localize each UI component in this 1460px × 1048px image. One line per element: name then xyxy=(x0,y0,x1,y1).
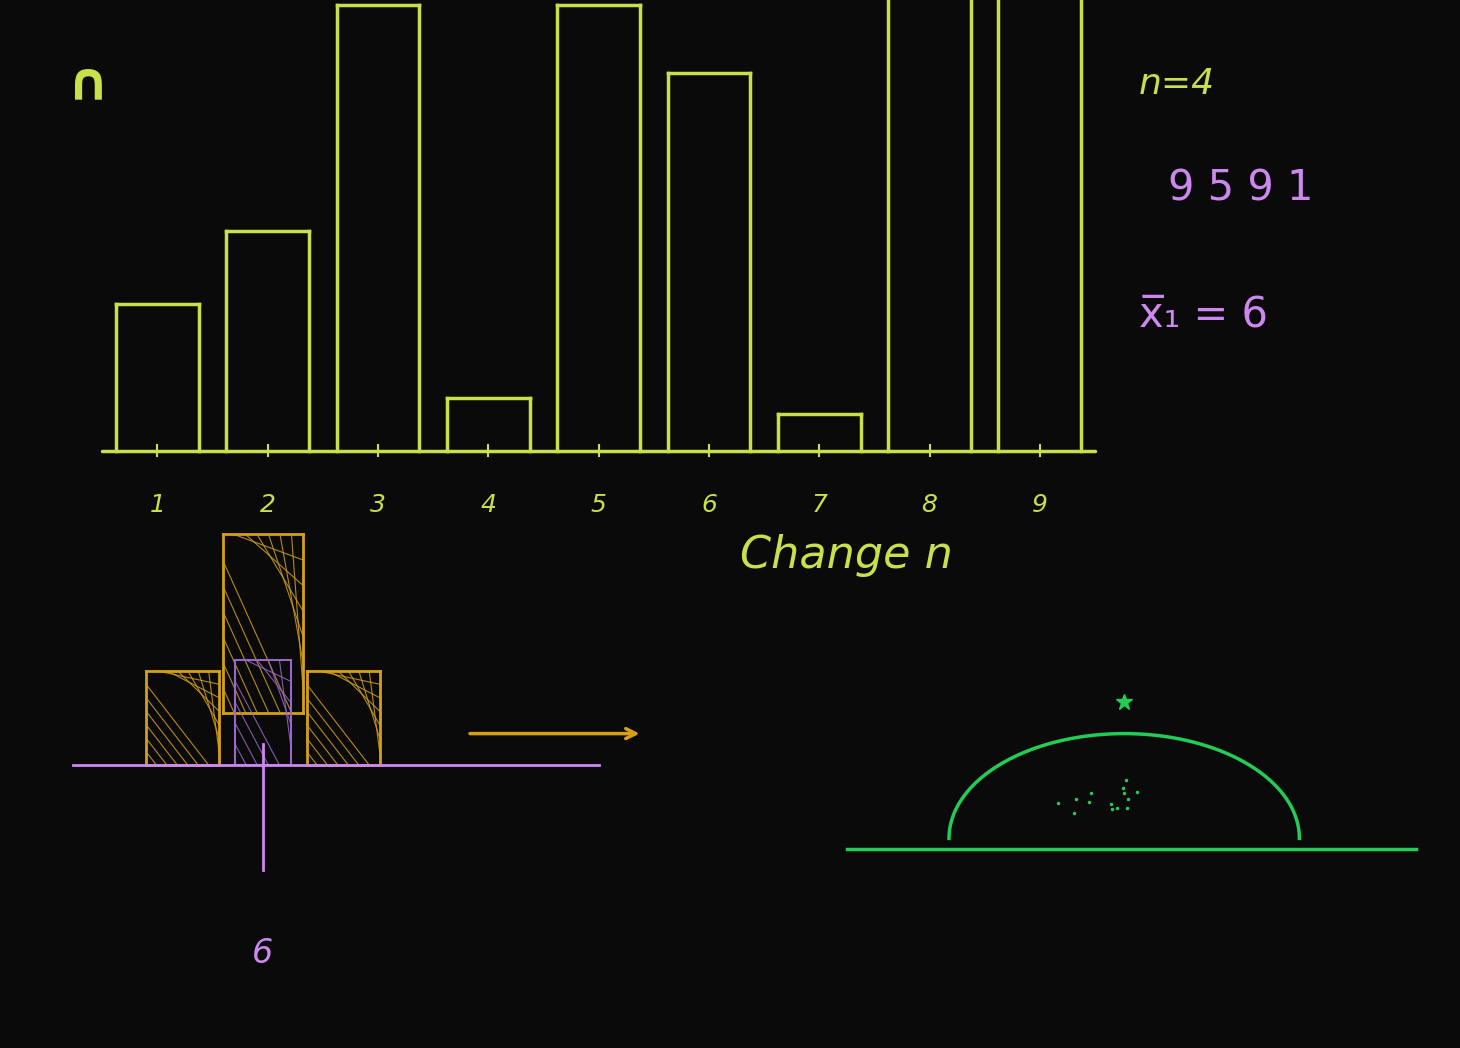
Text: 2: 2 xyxy=(260,493,276,517)
Text: 1: 1 xyxy=(149,493,165,517)
Text: ∩: ∩ xyxy=(66,58,110,110)
Text: 9: 9 xyxy=(1032,493,1048,517)
Text: x̅₁ = 6: x̅₁ = 6 xyxy=(1139,293,1267,335)
Text: n=4: n=4 xyxy=(1139,67,1215,101)
Text: 6: 6 xyxy=(253,937,273,970)
Text: 5: 5 xyxy=(591,493,606,517)
Text: 3: 3 xyxy=(369,493,385,517)
Text: 6: 6 xyxy=(701,493,717,517)
Text: 8: 8 xyxy=(921,493,937,517)
Text: 9 5 9 1: 9 5 9 1 xyxy=(1168,168,1314,210)
Text: 7: 7 xyxy=(812,493,828,517)
Text: Change n: Change n xyxy=(740,533,953,577)
Text: 4: 4 xyxy=(480,493,496,517)
